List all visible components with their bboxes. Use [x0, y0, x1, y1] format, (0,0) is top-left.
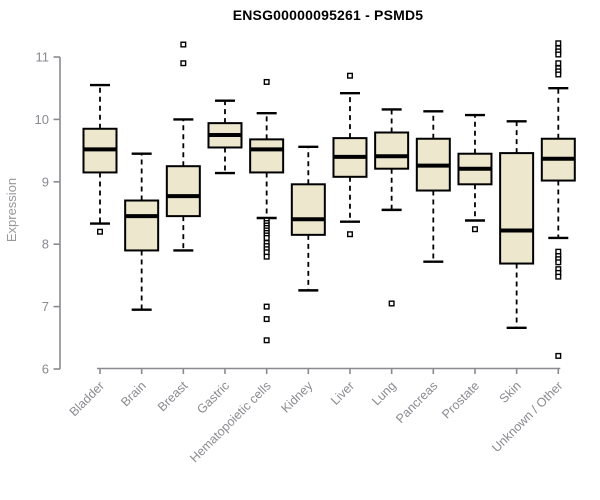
x-tick-label-pancreas: Pancreas	[393, 379, 440, 426]
iqr-box	[290, 183, 326, 236]
outlier-point	[555, 352, 562, 359]
iqr-box	[249, 138, 285, 174]
outlier-point	[263, 234, 270, 241]
boxplot-liver	[332, 72, 368, 238]
iqr-box	[499, 152, 535, 265]
outlier-point	[471, 226, 478, 233]
outlier-point	[555, 40, 562, 47]
x-tick-label-hematopoietic-cells: Hematopoietic cells	[187, 379, 274, 466]
iqr-box	[374, 131, 410, 170]
x-tick-label-skin: Skin	[497, 379, 524, 406]
outlier-point	[96, 228, 103, 235]
y-tick-label: 6	[42, 362, 49, 377]
outlier-point	[555, 60, 562, 67]
iqr-box	[165, 165, 201, 218]
x-tick-label-liver: Liver	[328, 379, 357, 408]
boxplot-lung	[374, 108, 410, 307]
x-tick-label-kidney: Kidney	[279, 378, 316, 415]
outlier-point	[263, 78, 270, 85]
y-axis-title: Expression	[4, 178, 19, 242]
boxplot-prostate	[457, 113, 493, 233]
boxplot-breast	[165, 41, 201, 252]
outlier-point	[346, 72, 353, 79]
y-tick-label: 10	[35, 112, 49, 127]
x-tick-label-gastric: Gastric	[194, 379, 232, 417]
chart-title: ENSG00000095261 - PSMD5	[232, 7, 424, 23]
x-tick-label-prostate: Prostate	[439, 379, 482, 422]
boxplot-kidney	[290, 145, 326, 292]
outlier-point	[555, 51, 562, 58]
outlier-point	[263, 316, 270, 323]
outlier-point	[555, 71, 562, 78]
boxplot-unknown-other	[540, 40, 576, 359]
outlier-point	[180, 41, 187, 48]
outlier-point	[388, 300, 395, 307]
outlier-point	[555, 273, 562, 280]
outlier-point	[263, 253, 270, 260]
outlier-point	[555, 259, 562, 266]
boxplot-bladder	[82, 83, 118, 235]
boxplot-hematopoietic-cells	[249, 78, 285, 344]
y-tick-label: 8	[42, 237, 49, 252]
y-tick-label: 7	[42, 299, 49, 314]
y-tick-label: 9	[42, 174, 49, 189]
x-tick-label-breast: Breast	[155, 378, 191, 414]
outlier-point	[263, 337, 270, 344]
outlier-point	[346, 231, 353, 238]
outlier-point	[180, 60, 187, 67]
boxplot-skin	[499, 120, 535, 330]
outlier-point	[263, 303, 270, 310]
x-tick-label-brain: Brain	[118, 379, 149, 410]
boxplot-pancreas	[415, 110, 451, 263]
x-tick-label-unknown-other: Unknown / Other	[489, 379, 565, 455]
x-tick-label-lung: Lung	[369, 379, 399, 409]
boxplot-brain	[124, 152, 160, 311]
boxplot-gastric	[207, 99, 243, 175]
y-tick-label: 11	[36, 50, 50, 65]
x-tick-label-bladder: Bladder	[67, 379, 107, 419]
iqr-box	[124, 199, 160, 252]
